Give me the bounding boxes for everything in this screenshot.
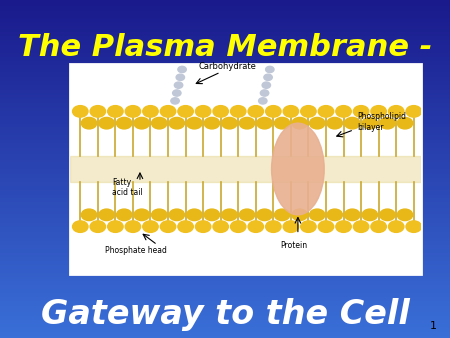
Circle shape (187, 117, 202, 129)
Circle shape (310, 117, 325, 129)
Circle shape (213, 105, 229, 117)
Circle shape (169, 209, 184, 221)
Circle shape (213, 221, 229, 233)
Circle shape (380, 117, 395, 129)
Circle shape (274, 209, 290, 221)
Bar (70, 156, 421, 182)
Circle shape (195, 221, 211, 233)
Circle shape (345, 117, 360, 129)
Text: 1: 1 (429, 321, 436, 331)
Circle shape (230, 105, 246, 117)
Circle shape (327, 117, 342, 129)
Circle shape (152, 117, 167, 129)
Circle shape (134, 117, 149, 129)
Circle shape (259, 98, 267, 104)
Circle shape (266, 105, 281, 117)
Circle shape (283, 105, 299, 117)
Circle shape (264, 74, 272, 80)
Circle shape (125, 105, 141, 117)
Circle shape (178, 66, 186, 73)
Circle shape (406, 221, 422, 233)
Circle shape (222, 117, 237, 129)
Circle shape (283, 221, 299, 233)
Circle shape (108, 105, 123, 117)
Circle shape (336, 221, 351, 233)
Circle shape (178, 105, 194, 117)
Circle shape (99, 209, 114, 221)
Circle shape (143, 221, 158, 233)
Circle shape (117, 209, 132, 221)
Circle shape (353, 221, 369, 233)
Circle shape (176, 74, 184, 80)
Circle shape (152, 209, 167, 221)
Circle shape (362, 117, 378, 129)
Circle shape (90, 221, 106, 233)
Circle shape (380, 209, 395, 221)
Text: Gateway to the Cell: Gateway to the Cell (40, 298, 410, 331)
Circle shape (388, 105, 404, 117)
Text: Fatty
acid tail: Fatty acid tail (112, 178, 143, 197)
Circle shape (248, 105, 264, 117)
Circle shape (72, 221, 88, 233)
Circle shape (397, 209, 413, 221)
Circle shape (371, 105, 387, 117)
Circle shape (397, 117, 413, 129)
Circle shape (371, 221, 387, 233)
Circle shape (266, 221, 281, 233)
Circle shape (239, 117, 255, 129)
Text: Phosphate head: Phosphate head (105, 246, 166, 255)
Circle shape (292, 209, 307, 221)
Circle shape (81, 209, 97, 221)
Circle shape (362, 209, 378, 221)
Circle shape (222, 209, 237, 221)
Circle shape (230, 221, 246, 233)
Circle shape (318, 221, 334, 233)
Circle shape (345, 209, 360, 221)
Circle shape (248, 221, 264, 233)
Circle shape (187, 209, 202, 221)
Circle shape (327, 209, 342, 221)
Circle shape (274, 117, 290, 129)
Circle shape (239, 209, 255, 221)
Circle shape (310, 209, 325, 221)
Circle shape (336, 105, 351, 117)
Text: Protein: Protein (280, 241, 307, 249)
Circle shape (261, 90, 269, 96)
Circle shape (266, 66, 274, 73)
Circle shape (117, 117, 132, 129)
Circle shape (160, 221, 176, 233)
Circle shape (134, 209, 149, 221)
Text: The Plasma Membrane -: The Plasma Membrane - (18, 33, 432, 62)
Circle shape (143, 105, 158, 117)
Circle shape (257, 209, 272, 221)
Circle shape (108, 221, 123, 233)
Circle shape (353, 105, 369, 117)
Circle shape (406, 105, 422, 117)
Text: Phospholipid
bilayer: Phospholipid bilayer (358, 112, 406, 132)
Circle shape (388, 221, 404, 233)
Circle shape (125, 221, 141, 233)
Circle shape (72, 105, 88, 117)
Circle shape (90, 105, 106, 117)
Ellipse shape (271, 123, 324, 215)
Circle shape (257, 117, 272, 129)
Circle shape (174, 82, 183, 88)
Text: Carbohydrate: Carbohydrate (199, 63, 256, 71)
Circle shape (171, 98, 179, 104)
Circle shape (160, 105, 176, 117)
Circle shape (301, 221, 316, 233)
Circle shape (318, 105, 334, 117)
Circle shape (204, 117, 220, 129)
Circle shape (173, 90, 181, 96)
Circle shape (178, 221, 194, 233)
Circle shape (99, 117, 114, 129)
Circle shape (195, 105, 211, 117)
Circle shape (292, 117, 307, 129)
Circle shape (301, 105, 316, 117)
Circle shape (262, 82, 270, 88)
Circle shape (204, 209, 220, 221)
FancyBboxPatch shape (70, 64, 421, 274)
Circle shape (81, 117, 97, 129)
Circle shape (169, 117, 184, 129)
